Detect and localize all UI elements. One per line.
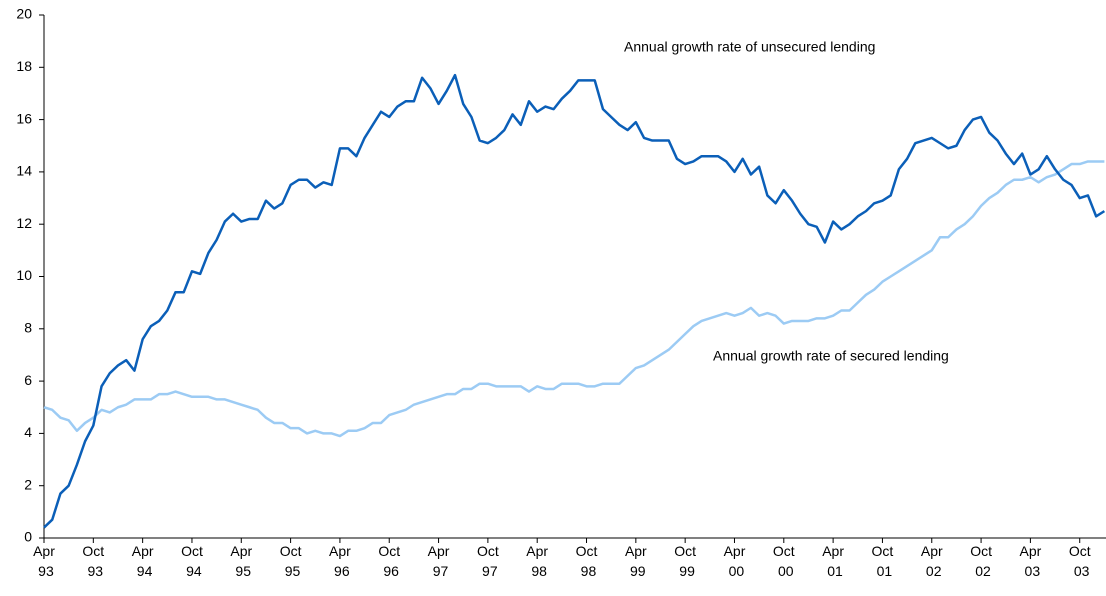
x-tick-label: Oct 97: [477, 543, 499, 579]
x-tick-label: Oct 95: [280, 543, 302, 579]
x-tick-label: Oct 00: [773, 543, 795, 579]
x-tick-label: Oct 03: [1069, 543, 1091, 579]
x-tick-label: Apr 95: [230, 543, 252, 579]
y-tick-label: 8: [24, 320, 32, 336]
y-tick-label: 6: [24, 372, 32, 388]
x-tick-label: Apr 94: [132, 543, 154, 579]
x-tick-label: Apr 96: [329, 543, 351, 579]
x-tick-label: Apr 99: [625, 543, 647, 579]
x-tick-label: Oct 98: [576, 543, 598, 579]
y-tick-label: 10: [16, 267, 32, 283]
y-tick-label: 4: [24, 424, 32, 440]
annotation: Annual growth rate of unsecured lending: [624, 39, 875, 55]
y-tick-label: 16: [16, 110, 32, 126]
y-tick-label: 18: [16, 58, 32, 74]
series-line: [43, 73, 1106, 529]
x-tick-label: Apr 03: [1020, 543, 1042, 579]
x-tick-label: Apr 97: [428, 543, 450, 579]
x-tick-label: Apr 01: [822, 543, 844, 579]
annotation: Annual growth rate of secured lending: [713, 348, 949, 364]
x-tick-label: Oct 94: [181, 543, 203, 579]
x-tick-label: Oct 99: [674, 543, 696, 579]
y-tick-label: 12: [16, 215, 32, 231]
x-tick-label: Apr 00: [724, 543, 746, 579]
x-tick-label: Oct 96: [378, 543, 400, 579]
x-tick-label: Apr 93: [33, 543, 55, 579]
y-tick-label: 2: [24, 476, 32, 492]
y-tick-label: 14: [16, 163, 32, 179]
x-tick-label: Oct 01: [872, 543, 894, 579]
x-tick-label: Apr 02: [921, 543, 943, 579]
x-tick-label: Apr 98: [526, 543, 548, 579]
series-line: [43, 160, 1105, 438]
x-tick-label: Oct 93: [82, 543, 104, 579]
x-tick-label: Oct 02: [970, 543, 992, 579]
y-tick-label: 20: [16, 6, 32, 22]
y-tick-label: 0: [24, 529, 32, 545]
